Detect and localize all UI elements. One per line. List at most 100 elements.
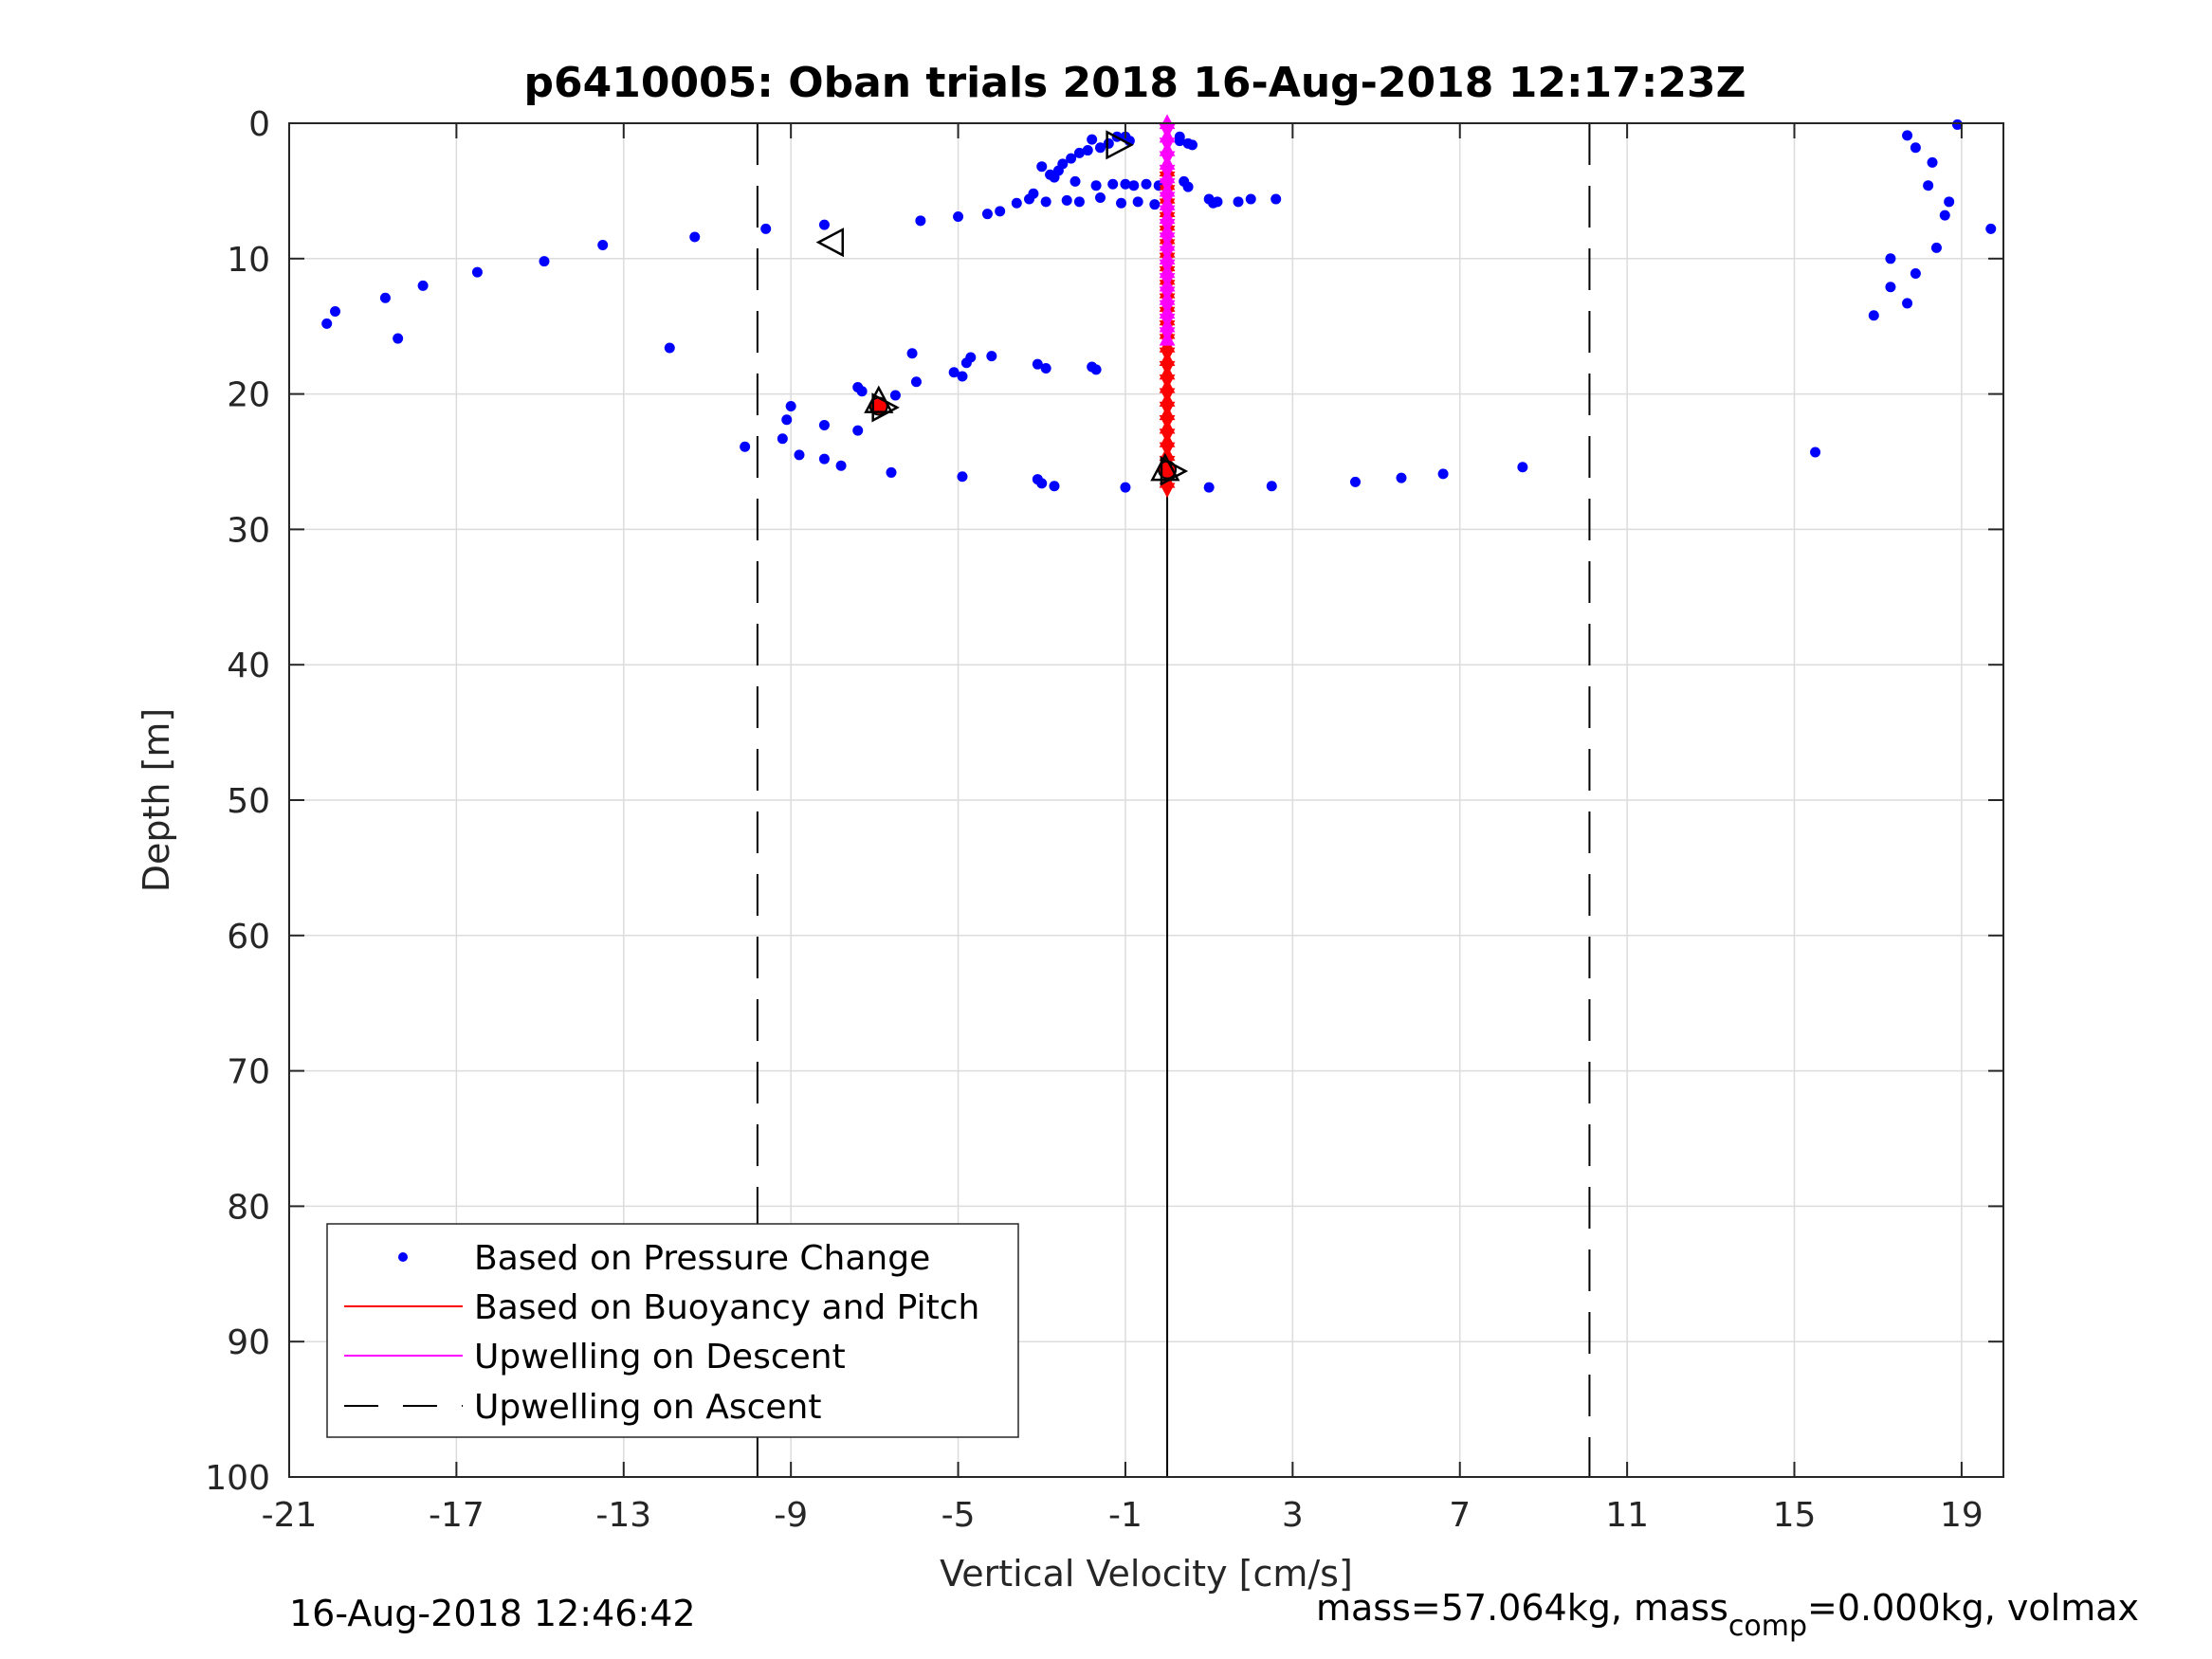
x-tick-label: 11 xyxy=(1605,1496,1649,1535)
pressure-point xyxy=(1132,196,1143,208)
y-tick-label: 50 xyxy=(227,782,270,821)
x-tick-label: -17 xyxy=(429,1496,484,1535)
x-tick-label: 19 xyxy=(1940,1496,1983,1535)
pressure-point xyxy=(1437,468,1449,480)
x-axis-label: Vertical Velocity [cm/s] xyxy=(940,1553,1353,1595)
pressure-point xyxy=(785,400,796,411)
pressure-point xyxy=(1233,196,1244,208)
pressure-point xyxy=(1036,478,1048,489)
pressure-point xyxy=(1930,242,1942,253)
pressure-point xyxy=(957,371,968,382)
pressure-point xyxy=(1939,210,1950,221)
pressure-point xyxy=(1985,223,1997,234)
legend-entry-label: Based on Buoyancy and Pitch xyxy=(474,1288,979,1327)
pressure-point xyxy=(1174,136,1185,147)
pressure-point xyxy=(1885,253,1896,264)
pressure-point xyxy=(597,240,609,251)
pressure-point xyxy=(781,414,793,426)
triangle-markers xyxy=(815,130,1189,486)
pressure-point xyxy=(794,449,805,461)
pressure-point xyxy=(1107,178,1119,190)
pressure-point xyxy=(393,333,404,344)
pressure-point xyxy=(539,256,550,267)
pressure-point xyxy=(1049,481,1060,492)
triangle-marker xyxy=(1160,456,1189,486)
pressure-point xyxy=(1082,145,1093,156)
pressure-point xyxy=(1149,199,1161,210)
pressure-point xyxy=(818,219,830,230)
pressure-point xyxy=(1066,153,1077,164)
legend-dot-swatch xyxy=(398,1252,408,1262)
x-tick-label: -5 xyxy=(941,1496,976,1535)
pressure-point xyxy=(818,419,830,430)
pressure-point xyxy=(330,305,341,317)
pressure-point xyxy=(910,376,922,388)
footer-mass-prefix: mass=57.064kg, mass xyxy=(1316,1587,1728,1629)
pressure-point xyxy=(1073,147,1085,158)
pressure-point xyxy=(1951,118,1963,130)
pressure-point xyxy=(1116,197,1127,209)
y-tick-label: 10 xyxy=(227,241,270,280)
y-axis-label: Depth [m] xyxy=(136,708,177,893)
x-tick-label: -21 xyxy=(262,1496,318,1535)
legend-box xyxy=(326,1223,1019,1438)
pressure-point xyxy=(1910,268,1921,280)
pressure-point xyxy=(986,351,997,362)
pressure-point xyxy=(1810,447,1821,458)
y-tick-label: 70 xyxy=(227,1053,270,1092)
pressure-point xyxy=(1090,180,1102,191)
pressure-point xyxy=(379,292,391,303)
pressure-point xyxy=(1040,196,1051,208)
pressure-point xyxy=(1910,142,1921,154)
y-axis-ticks: 0 10 20 30 40 50 60 70 80 90 100 xyxy=(205,105,2003,1498)
legend-entry-label: Upwelling on Ascent xyxy=(474,1388,821,1427)
x-tick-label: -13 xyxy=(595,1496,651,1535)
pressure-point xyxy=(886,466,897,478)
pressure-point xyxy=(1349,476,1361,487)
footer-mass-suffix: =0.000kg, volmax xyxy=(1807,1587,2139,1629)
pressure-point xyxy=(960,357,972,369)
pressure-point xyxy=(1927,156,1938,168)
pressure-point xyxy=(1203,482,1215,493)
pressure-point xyxy=(1187,139,1198,151)
pressure-point xyxy=(1073,196,1085,208)
pressure-point xyxy=(1061,194,1072,206)
pressure-point xyxy=(1923,180,1934,191)
legend-entry-label: Based on Pressure Change xyxy=(474,1239,930,1278)
pressure-point xyxy=(948,367,960,378)
pressure-point xyxy=(953,211,964,223)
footer-timestamp: 16-Aug-2018 12:46:42 xyxy=(289,1593,696,1634)
pressure-point xyxy=(417,280,429,291)
pressure-point xyxy=(915,215,926,227)
pressure-point xyxy=(1902,130,1913,141)
pressure-point xyxy=(1182,181,1194,192)
pressure-point xyxy=(1069,175,1081,187)
pressure-point xyxy=(995,206,1006,217)
y-tick-label: 40 xyxy=(227,647,270,685)
triangle-marker xyxy=(815,228,845,258)
y-tick-label: 0 xyxy=(248,105,270,144)
pressure-point xyxy=(1396,472,1407,483)
footer-mass-subscript: comp xyxy=(1728,1610,1807,1643)
series-upwelling-descent xyxy=(1159,114,1176,346)
y-tick-label: 60 xyxy=(227,918,270,957)
x-axis-ticks: -21 -17 -13 -9 -5 -1 3 7 11 15 19 xyxy=(262,123,1983,1535)
pressure-point xyxy=(1011,197,1022,209)
y-tick-label: 100 xyxy=(205,1459,270,1498)
pressure-point xyxy=(1032,358,1043,370)
pressure-point xyxy=(1049,172,1060,183)
pressure-point xyxy=(1120,178,1131,190)
legend: Based on Pressure Change Based on Buoyanc… xyxy=(326,1223,1019,1438)
pressure-point xyxy=(777,433,788,445)
pressure-point xyxy=(1120,482,1131,493)
pressure-point xyxy=(1094,192,1106,204)
legend-entry-label: Upwelling on Descent xyxy=(474,1338,846,1376)
pressure-point xyxy=(852,425,864,436)
x-tick-label: 3 xyxy=(1282,1496,1304,1535)
pressure-point xyxy=(1087,134,1098,145)
y-tick-label: 20 xyxy=(227,376,270,415)
pressure-point xyxy=(760,223,772,234)
pressure-point xyxy=(689,231,701,243)
pressure-point xyxy=(1266,481,1277,492)
pressure-point xyxy=(740,441,751,452)
